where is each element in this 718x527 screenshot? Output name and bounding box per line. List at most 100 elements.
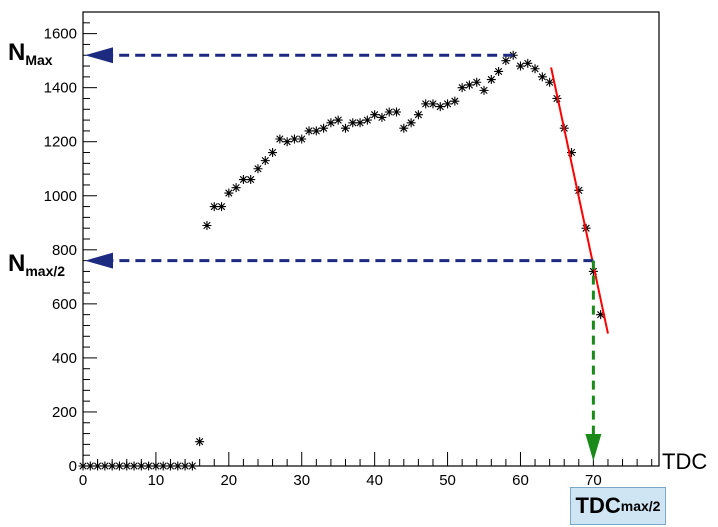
data-point (537, 72, 547, 82)
data-point (311, 126, 321, 136)
data-point (187, 461, 197, 471)
n-half-arrowhead (85, 252, 113, 269)
data-point (260, 156, 270, 166)
n-max-label-sub: Max (25, 52, 52, 68)
x-tick-label: 40 (366, 472, 383, 489)
data-point (399, 123, 409, 133)
data-point (450, 96, 460, 106)
y-tick-label: 200 (52, 404, 77, 421)
n-max-label: NMax (8, 39, 53, 68)
data-point (275, 134, 285, 144)
x-tick-label: 50 (439, 472, 456, 489)
data-point (348, 118, 358, 128)
x-tick-label: 30 (293, 472, 310, 489)
data-point (501, 56, 511, 66)
data-point (173, 461, 183, 471)
tdc-half-arrowhead (585, 434, 602, 461)
data-point (443, 99, 453, 109)
data-point (574, 185, 584, 195)
data-point (122, 461, 132, 471)
data-point (129, 461, 139, 471)
data-point (326, 118, 336, 128)
y-tick-label: 800 (52, 242, 77, 259)
data-point (93, 461, 103, 471)
x-tick-label: 70 (585, 472, 602, 489)
data-point (457, 83, 467, 93)
data-point (340, 123, 350, 133)
data-point (238, 175, 248, 185)
tdc-half-label-box: TDC max/2 (570, 487, 666, 525)
plot-frame (82, 11, 660, 467)
data-point (114, 461, 124, 471)
data-point (472, 77, 482, 87)
y-tick-label: 600 (52, 296, 77, 313)
data-point (224, 188, 234, 198)
y-tick-label: 1400 (44, 80, 77, 97)
tdc-half-label-main: TDC (575, 493, 621, 518)
n-half-label-main: N (8, 250, 25, 277)
data-point (479, 85, 489, 95)
x-tick-label: 0 (79, 472, 87, 489)
data-point (282, 137, 292, 147)
data-point (304, 126, 314, 136)
x-tick-label: 60 (512, 472, 529, 489)
data-point (588, 266, 598, 276)
n-half-label-sub: max/2 (25, 263, 65, 279)
data-point (392, 107, 402, 117)
y-tick-label: 400 (52, 350, 77, 367)
data-point (289, 134, 299, 144)
data-point (107, 461, 117, 471)
n-max-arrowhead (85, 47, 113, 64)
n-half-label: Nmax/2 (8, 250, 65, 279)
data-point (231, 183, 241, 193)
data-point (78, 461, 88, 471)
data-point (435, 102, 445, 112)
data-point (523, 58, 533, 68)
y-axis: 0 200 400 600 800 1000 1200 1400 1600 (44, 11, 97, 475)
data-point (319, 123, 329, 133)
data-point (151, 461, 161, 471)
data-point (355, 118, 365, 128)
data-point (494, 66, 504, 76)
tdc-half-label-sub: max/2 (620, 498, 661, 514)
data-point (209, 202, 219, 212)
data-point (144, 461, 154, 471)
y-tick-label: 1600 (44, 26, 77, 43)
data-point (362, 115, 372, 125)
data-point (545, 77, 555, 87)
data-point (253, 164, 263, 174)
data-point (246, 175, 256, 185)
x-axis: 0 10 20 30 40 50 60 70 (79, 452, 653, 489)
data-point (464, 80, 474, 90)
fit-line-group (550, 67, 609, 334)
data-point (486, 75, 496, 85)
data-point (530, 64, 540, 74)
x-axis-title: TDC (662, 449, 707, 474)
data-point (515, 61, 525, 71)
data-point (136, 461, 146, 471)
y-tick-label: 1000 (44, 188, 77, 205)
data-point (428, 99, 438, 109)
data-point (421, 99, 431, 109)
fit-line (550, 67, 609, 334)
data-point (217, 202, 227, 212)
data-point (268, 148, 278, 158)
y-tick-label: 0 (69, 458, 77, 475)
data-point (333, 115, 343, 125)
data-point (377, 112, 387, 122)
data-point (85, 461, 95, 471)
data-point (413, 110, 423, 120)
y-tick-label: 1200 (44, 134, 77, 151)
x-tick-label: 10 (148, 472, 165, 489)
data-point (165, 461, 175, 471)
n-max-label-main: N (8, 39, 25, 66)
data-point (370, 110, 380, 120)
data-point (202, 220, 212, 230)
data-point (596, 310, 606, 320)
data-point (297, 134, 307, 144)
data-point (158, 461, 168, 471)
data-point (406, 118, 416, 128)
data-point (567, 148, 577, 158)
